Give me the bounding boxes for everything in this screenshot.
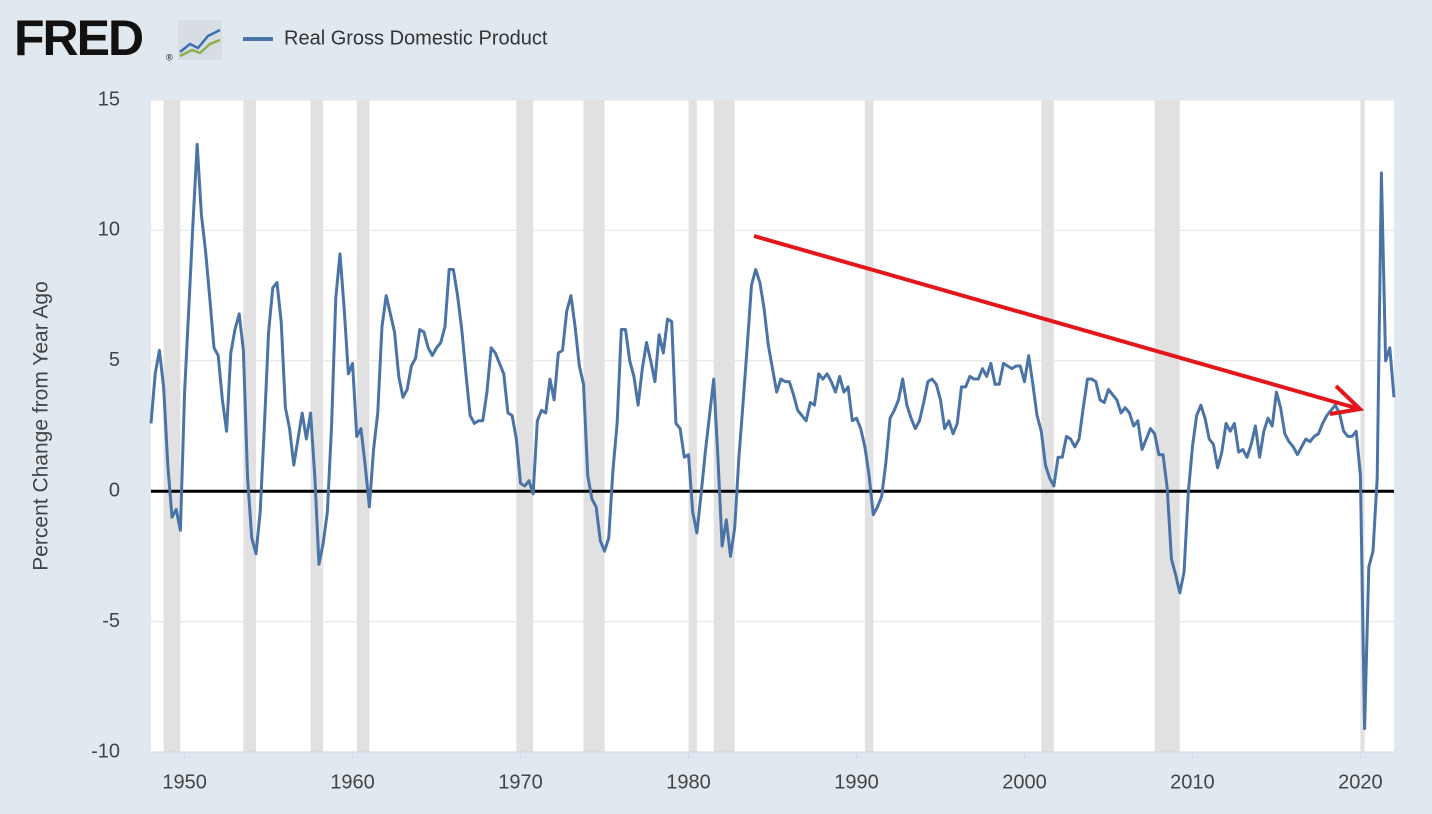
grid-layer (151, 99, 1394, 758)
x-tick-label: 1990 (834, 771, 879, 793)
recession-band (163, 100, 181, 752)
recession-band (1041, 100, 1054, 752)
recession-band (243, 100, 256, 752)
x-tick-label: 2010 (1170, 771, 1215, 793)
recession-band (1360, 100, 1365, 752)
y-tick-label: 0 (109, 479, 120, 501)
x-tick-label: 2020 (1338, 771, 1383, 793)
x-tick-label: 1950 (162, 771, 207, 793)
recession-band (713, 100, 735, 752)
x-tick-label: 1980 (666, 771, 711, 793)
recession-layer (163, 100, 1365, 752)
recession-band (1154, 100, 1180, 752)
recession-band (310, 100, 324, 752)
logo-mark: ® (166, 52, 173, 62)
recession-band (583, 100, 605, 752)
recession-band (864, 100, 874, 752)
y-tick-label: 5 (109, 349, 120, 371)
recession-band (688, 100, 697, 752)
x-tick-label: 1970 (498, 771, 543, 793)
x-tick-label: 2000 (1002, 771, 1047, 793)
logo-icon-line (179, 38, 221, 58)
recession-band (356, 100, 370, 752)
annotation-arrow (753, 234, 1365, 416)
y-tick-label: -5 (102, 610, 120, 632)
arrow-shaft (753, 234, 1357, 410)
mark-layer (149, 142, 1396, 731)
logo-icon-line (179, 28, 221, 53)
data-line (149, 142, 1396, 731)
y-axis-label: Percent Change from Year Ago (30, 281, 53, 571)
x-tick-label: 1960 (330, 771, 375, 793)
y-tick-label: 10 (98, 219, 120, 241)
logo: FRED (14, 10, 143, 66)
recession-band (516, 100, 534, 752)
logo-icon (178, 20, 222, 60)
y-tick-label: 15 (98, 88, 120, 110)
legend-label: Real Gross Domestic Product (284, 27, 548, 49)
y-tick-label: -10 (91, 740, 120, 762)
arrow-head (1329, 384, 1365, 416)
